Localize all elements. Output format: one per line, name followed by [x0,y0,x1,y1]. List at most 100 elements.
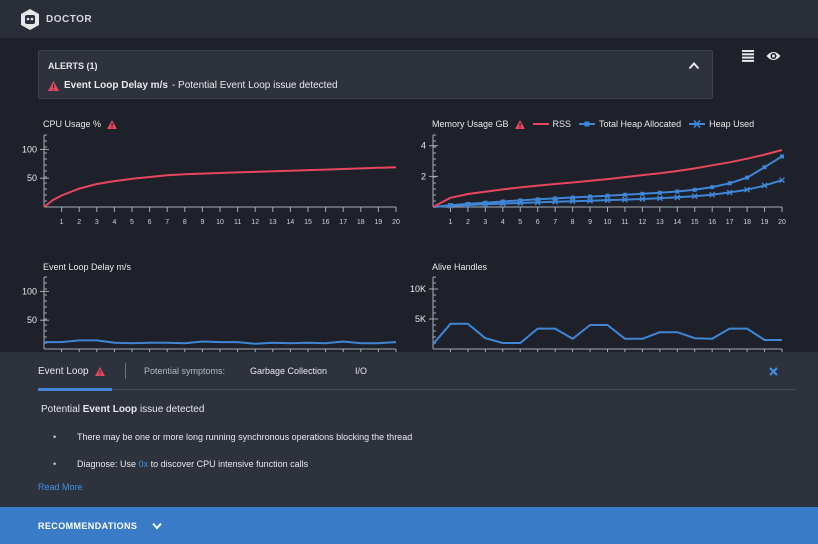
alert-message: - Potential Event Loop issue detected [171,80,338,91]
data-point [465,201,470,206]
recommendations-bar[interactable]: RECOMMENDATIONS [0,507,818,544]
y-tick-label: 4 [421,141,426,151]
app-header: DOCTOR [0,0,818,38]
alert-item[interactable]: Event Loop Delay m/s - Potential Event L… [48,80,338,91]
x-tick-label: 10 [216,219,224,226]
y-tick-label: 50 [27,315,37,325]
x-tick-label: 4 [112,219,116,226]
tab-io[interactable]: I/O [355,366,368,376]
x-tick-label: 3 [483,219,487,226]
data-point [657,190,662,195]
list-icon[interactable] [742,50,754,62]
series-line [44,339,397,345]
legend-total-heap-swatch [579,121,596,127]
legend-heap-used-label: Heap Used [709,119,755,129]
read-more-link[interactable]: Read More [38,482,83,492]
warning-icon [94,367,105,376]
link-0x[interactable]: 0x [138,459,149,469]
legend-rss-label: RSS [552,119,572,129]
data-point [553,196,558,201]
x-tick-label: 12 [639,219,647,226]
x-tick-label: 6 [148,219,152,226]
tab-divider [125,363,126,379]
cpu-chart-title: CPU Usage % [43,119,117,129]
data-point [656,195,663,202]
bullet-text-before: Diagnose: Use [77,459,137,469]
x-tick-label: 19 [375,219,383,226]
x-tick-label: 2 [466,219,470,226]
x-tick-label: 13 [656,219,664,226]
x-tick-label: 19 [761,219,769,226]
data-point [621,196,628,203]
eye-icon[interactable] [766,50,781,62]
data-point [605,193,610,198]
alerts-title: ALERTS (1) [48,61,98,71]
data-point [622,192,627,197]
eventloop-chart-title: Event Loop Delay m/s [43,262,131,272]
x-tick-label: 7 [553,219,557,226]
data-point [709,191,716,198]
data-point [744,186,751,193]
data-point [745,175,750,180]
legend-rss[interactable]: RSS [532,119,572,129]
x-tick-label: 8 [183,219,187,226]
symptoms-label: Potential symptoms: [144,366,226,376]
memory-chart-title: Memory Usage GB RSS Total Heap Allocated… [432,119,754,129]
data-point [761,182,768,189]
x-tick-label: 20 [778,219,786,226]
data-point [779,177,785,184]
data-point [500,199,505,204]
series-line [43,166,397,208]
x-tick-label: 16 [322,219,330,226]
issue-prefix: Potential [41,404,80,415]
data-point [570,195,575,200]
bullet-item: There may be one or more long running sy… [77,432,413,442]
recommendations-label: RECOMMENDATIONS [38,521,138,531]
y-tick-label: 100 [22,144,37,154]
legend-rss-swatch [532,123,549,125]
data-point [588,194,593,199]
data-point [780,154,784,159]
x-tick-label: 5 [130,219,134,226]
x-tick-label: 10 [604,219,612,226]
x-tick-label: 18 [743,219,751,226]
x-tick-label: 11 [234,219,241,226]
y-tick-label: 2 [421,171,426,181]
close-icon[interactable] [769,367,778,376]
app-title: DOCTOR [46,14,93,25]
x-tick-label: 6 [536,219,540,226]
memory-usage-chart: 241 2 3 4 5 6 7 8 9 10 11 12 13 14 15 16 17 18 19 20 [421,134,786,226]
issue-title: Potential Event Loop issue detected [41,404,204,415]
legend-total-heap[interactable]: Total Heap Allocated [579,119,681,129]
y-tick-label: 50 [27,173,37,183]
tab-garbage-collection[interactable]: Garbage Collection [250,366,328,376]
event-loop-delay-chart: 50 100 [22,276,397,354]
x-tick-label: 15 [304,219,312,226]
legend-heap-used[interactable]: Heap Used [689,119,754,129]
tab-event-loop[interactable]: Event Loop [38,366,105,377]
data-point [692,187,697,192]
issue-tabs: Event Loop Potential symptoms: Garbage C… [38,352,796,391]
alive-handles-chart: 5K 10K [410,276,783,354]
doctor-logo-icon [21,9,39,30]
chevron-up-icon[interactable] [688,61,700,70]
data-point [640,191,645,196]
data-point [639,196,646,203]
data-point [604,197,611,204]
cpu-chart-title-text: CPU Usage % [43,119,102,129]
data-point [762,165,767,170]
x-tick-label: 12 [251,219,259,226]
data-point [710,185,715,190]
x-tick-label: 8 [571,219,575,226]
bullet-dot: • [53,432,57,442]
data-point [483,200,488,205]
x-tick-label: 18 [357,219,365,226]
x-tick-label: 7 [165,219,169,226]
x-tick-label: 13 [269,219,277,226]
data-point [675,189,680,194]
data-point [691,193,698,200]
alerts-panel: ALERTS (1) Event Loop Delay m/s - Potent… [38,50,713,99]
issue-detail-panel: Event Loop Potential symptoms: Garbage C… [0,352,818,507]
handles-chart-title: Alive Handles [432,262,487,272]
data-point [727,181,732,186]
